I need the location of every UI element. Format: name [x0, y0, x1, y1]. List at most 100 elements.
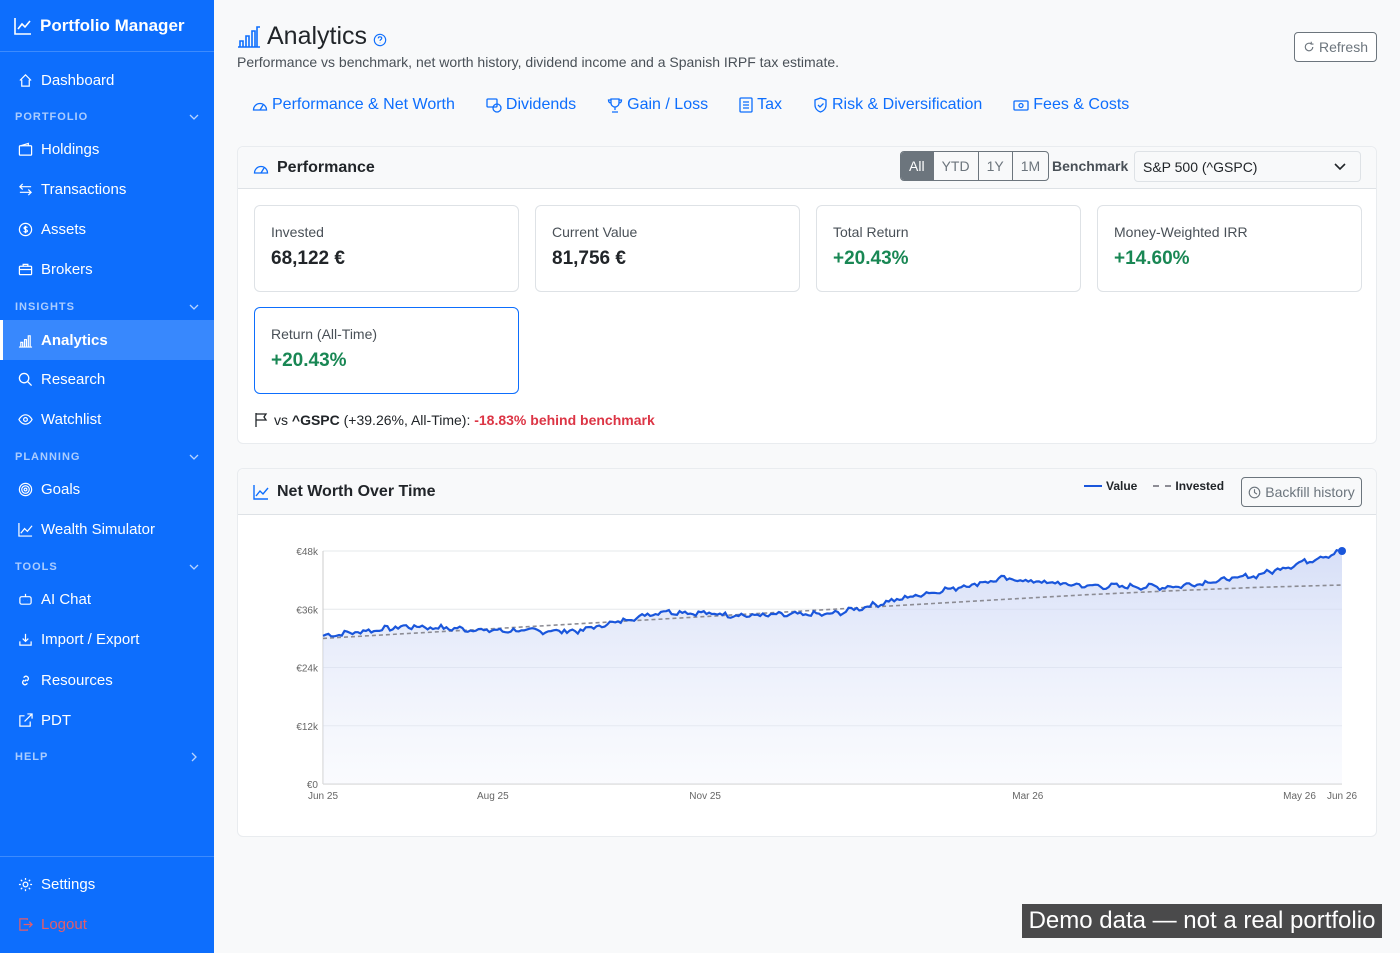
briefcase-icon	[18, 263, 33, 275]
sidebar-item-research[interactable]: Research	[0, 359, 214, 399]
chevron-right-icon	[191, 752, 197, 762]
sidebar-item-assets[interactable]: Assets	[0, 209, 214, 249]
y-tick-label: €36k	[296, 605, 319, 616]
section-tools[interactable]: TOOLS	[15, 561, 199, 573]
benchmark-comparison: vs ^GSPC (+39.26%, All-Time): -18.83% be…	[254, 412, 655, 428]
benchmark-label: Benchmark	[1052, 158, 1129, 174]
metric-label: Money-Weighted IRR	[1114, 224, 1248, 240]
legend-invested: Invested	[1153, 479, 1224, 493]
brand-title: Portfolio Manager	[40, 15, 185, 35]
y-tick-label: €48k	[296, 547, 319, 558]
metric-invested: Invested 68,122 €	[254, 205, 519, 292]
target-icon	[18, 482, 33, 496]
home-icon	[19, 73, 32, 87]
y-tick-label: €24k	[296, 664, 319, 675]
tab-risk[interactable]: Risk & Diversification	[813, 96, 982, 114]
sidebar-item-import-export[interactable]: Import / Export	[0, 619, 214, 659]
tab-fees[interactable]: Fees & Costs	[1013, 96, 1129, 114]
section-insights[interactable]: INSIGHTS	[15, 301, 199, 313]
section-help[interactable]: HELP	[15, 751, 199, 763]
robot-icon	[19, 593, 32, 605]
tab-gain-loss[interactable]: Gain / Loss	[607, 96, 708, 114]
x-tick-label: May 26	[1283, 791, 1316, 802]
sidebar-item-resources[interactable]: Resources	[0, 660, 214, 700]
cash-coin-icon	[486, 98, 502, 113]
sidebar-item-goals[interactable]: Goals	[0, 469, 214, 509]
section-label: INSIGHTS	[15, 301, 75, 313]
y-tick-label: €12k	[296, 722, 319, 733]
coin-icon	[18, 222, 33, 236]
sidebar-item-ai-chat[interactable]: AI Chat	[0, 579, 214, 619]
sidebar-item-logout[interactable]: Logout	[0, 904, 214, 944]
sidebar-item-wealth-simulator[interactable]: Wealth Simulator	[0, 509, 214, 549]
performance-card: Performance All YTD 1Y 1M Benchmark S&P …	[237, 146, 1377, 444]
tab-tax[interactable]: Tax	[739, 96, 782, 114]
refresh-button[interactable]: Refresh	[1294, 32, 1377, 62]
external-link-icon	[19, 712, 33, 727]
net-worth-card: Net Worth Over Time Value Invested Backf…	[237, 468, 1377, 837]
sidebar-item-transactions[interactable]: Transactions	[0, 169, 214, 209]
speedometer-icon	[253, 165, 269, 174]
chevron-down-icon	[189, 454, 199, 460]
metric-value: +14.60%	[1114, 248, 1190, 269]
sidebar-item-holdings[interactable]: Holdings	[0, 129, 214, 169]
sidebar-item-label: AI Chat	[41, 590, 92, 608]
sidebar-item-label: Watchlist	[41, 410, 102, 428]
refresh-icon	[1304, 41, 1314, 52]
search-icon	[18, 372, 33, 386]
series-invested-line	[322, 584, 1343, 640]
refresh-label: Refresh	[1318, 39, 1369, 55]
series-value-line	[322, 548, 1343, 638]
sidebar-item-brokers[interactable]: Brokers	[0, 249, 214, 289]
bar-chart-icon	[238, 25, 260, 48]
legend-swatch	[1153, 485, 1172, 487]
demo-banner: Demo data — not a real portfolio	[1022, 904, 1382, 938]
sidebar-item-pdt[interactable]: PDT	[0, 700, 214, 740]
section-planning[interactable]: PLANNING	[15, 451, 199, 463]
period-selector: All YTD 1Y 1M	[900, 151, 1050, 181]
section-label: TOOLS	[15, 561, 58, 573]
period-1m-button[interactable]: 1M	[1011, 152, 1048, 180]
tab-performance[interactable]: Performance & Net Worth	[252, 96, 455, 114]
period-ytd-button[interactable]: YTD	[932, 152, 978, 180]
sidebar-item-label: Research	[41, 370, 106, 388]
net-worth-card-header: Net Worth Over Time	[238, 469, 1376, 515]
sidebar-item-label: Goals	[41, 480, 81, 498]
chevron-down-icon	[189, 304, 199, 310]
period-1y-button[interactable]: 1Y	[977, 152, 1012, 180]
backfill-history-button[interactable]: Backfill history	[1241, 477, 1362, 507]
sidebar-item-dashboard[interactable]: Dashboard	[0, 60, 214, 100]
section-label: PORTFOLIO	[15, 111, 89, 123]
help-circle-icon[interactable]	[373, 33, 387, 47]
benchmark-select[interactable]: S&P 500 (^GSPC)	[1134, 151, 1361, 182]
performance-card-header: Performance	[238, 147, 1376, 189]
page-header: Analytics	[237, 22, 387, 51]
brand[interactable]: Portfolio Manager	[0, 0, 214, 52]
sidebar-item-settings[interactable]: Settings	[0, 864, 214, 904]
legend-value: Value	[1084, 479, 1137, 493]
sidebar-item-watchlist[interactable]: Watchlist	[0, 399, 214, 439]
chart-line-icon	[14, 17, 31, 35]
sidebar-item-analytics[interactable]: Analytics	[0, 320, 214, 360]
chevron-down-icon	[189, 564, 199, 570]
bench-detail: (+39.26%, All-Time):	[343, 412, 471, 428]
metric-label: Total Return	[833, 224, 909, 240]
graph-up-icon	[18, 522, 33, 537]
x-tick-label: Jun 25	[308, 791, 338, 802]
sidebar-item-label: PDT	[41, 711, 71, 729]
metric-label: Invested	[271, 224, 324, 240]
performance-title: Performance	[277, 158, 375, 176]
flag-icon	[255, 413, 268, 427]
metric-return-all-time[interactable]: Return (All-Time) +20.43%	[254, 307, 519, 394]
section-portfolio[interactable]: PORTFOLIO	[15, 111, 199, 123]
sidebar-item-label: Settings	[41, 875, 96, 893]
period-all-button[interactable]: All	[901, 152, 933, 180]
logout-icon	[19, 917, 33, 931]
metric-irr: Money-Weighted IRR +14.60%	[1097, 205, 1362, 292]
arrows-exchange-icon	[19, 182, 32, 196]
tab-dividends[interactable]: Dividends	[486, 96, 576, 114]
x-tick-label: Mar 26	[1012, 791, 1044, 802]
y-tick-label: €0	[307, 780, 319, 791]
clock-history-icon	[1248, 486, 1261, 498]
link-icon	[22, 675, 29, 685]
